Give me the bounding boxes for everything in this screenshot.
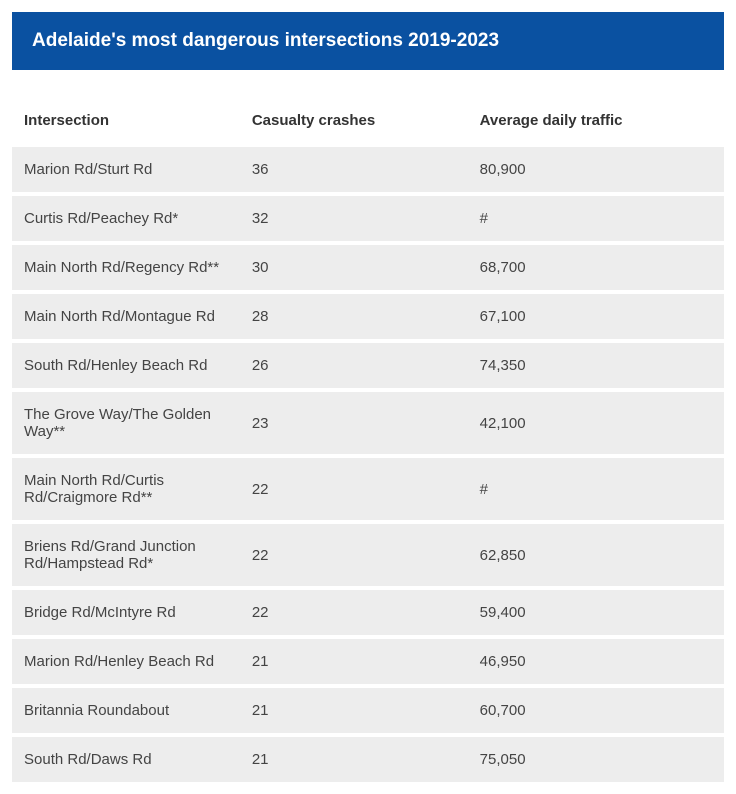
- cell-average-daily-traffic: #: [468, 194, 724, 243]
- cell-average-daily-traffic: 74,350: [468, 341, 724, 390]
- table-row: Main North Rd/Montague Rd2867,100: [12, 292, 724, 341]
- table-row: Main North Rd/Curtis Rd/Craigmore Rd**22…: [12, 456, 724, 522]
- cell-casualty-crashes: 22: [240, 588, 468, 637]
- cell-average-daily-traffic: 80,900: [468, 145, 724, 194]
- table-row: The Grove Way/The Golden Way**2342,100: [12, 390, 724, 456]
- intersections-table: Intersection Casualty crashes Average da…: [12, 98, 724, 782]
- cell-average-daily-traffic: 62,850: [468, 522, 724, 588]
- cell-average-daily-traffic: #: [468, 456, 724, 522]
- cell-casualty-crashes: 21: [240, 735, 468, 782]
- column-header-casualty-crashes: Casualty crashes: [240, 98, 468, 145]
- cell-intersection: Marion Rd/Henley Beach Rd: [12, 637, 240, 686]
- cell-average-daily-traffic: 67,100: [468, 292, 724, 341]
- cell-casualty-crashes: 22: [240, 522, 468, 588]
- cell-intersection: Main North Rd/Montague Rd: [12, 292, 240, 341]
- cell-intersection: Britannia Roundabout: [12, 686, 240, 735]
- cell-casualty-crashes: 32: [240, 194, 468, 243]
- cell-intersection: Bridge Rd/McIntyre Rd: [12, 588, 240, 637]
- cell-average-daily-traffic: 42,100: [468, 390, 724, 456]
- table-title: Adelaide's most dangerous intersections …: [32, 30, 499, 51]
- cell-casualty-crashes: 36: [240, 145, 468, 194]
- cell-average-daily-traffic: 60,700: [468, 686, 724, 735]
- table-row: Main North Rd/Regency Rd**3068,700: [12, 243, 724, 292]
- table-row: Briens Rd/Grand Junction Rd/Hampstead Rd…: [12, 522, 724, 588]
- column-header-average-daily-traffic: Average daily traffic: [468, 98, 724, 145]
- table-row: South Rd/Daws Rd2175,050: [12, 735, 724, 782]
- table-header-row: Intersection Casualty crashes Average da…: [12, 98, 724, 145]
- cell-casualty-crashes: 21: [240, 637, 468, 686]
- cell-intersection: Main North Rd/Curtis Rd/Craigmore Rd**: [12, 456, 240, 522]
- table-title-bar: Adelaide's most dangerous intersections …: [12, 12, 724, 70]
- cell-casualty-crashes: 26: [240, 341, 468, 390]
- cell-casualty-crashes: 30: [240, 243, 468, 292]
- cell-casualty-crashes: 28: [240, 292, 468, 341]
- table-row: Marion Rd/Sturt Rd3680,900: [12, 145, 724, 194]
- table-body: Marion Rd/Sturt Rd3680,900Curtis Rd/Peac…: [12, 145, 724, 782]
- cell-casualty-crashes: 21: [240, 686, 468, 735]
- cell-average-daily-traffic: 75,050: [468, 735, 724, 782]
- cell-intersection: Curtis Rd/Peachey Rd*: [12, 194, 240, 243]
- table-row: South Rd/Henley Beach Rd2674,350: [12, 341, 724, 390]
- column-header-intersection: Intersection: [12, 98, 240, 145]
- table-row: Britannia Roundabout2160,700: [12, 686, 724, 735]
- cell-intersection: Main North Rd/Regency Rd**: [12, 243, 240, 292]
- cell-intersection: South Rd/Daws Rd: [12, 735, 240, 782]
- cell-average-daily-traffic: 68,700: [468, 243, 724, 292]
- table-row: Marion Rd/Henley Beach Rd2146,950: [12, 637, 724, 686]
- cell-intersection: Briens Rd/Grand Junction Rd/Hampstead Rd…: [12, 522, 240, 588]
- cell-intersection: Marion Rd/Sturt Rd: [12, 145, 240, 194]
- cell-casualty-crashes: 23: [240, 390, 468, 456]
- title-table-spacer: [12, 70, 724, 98]
- cell-intersection: The Grove Way/The Golden Way**: [12, 390, 240, 456]
- cell-average-daily-traffic: 59,400: [468, 588, 724, 637]
- table-row: Bridge Rd/McIntyre Rd2259,400: [12, 588, 724, 637]
- table-row: Curtis Rd/Peachey Rd*32#: [12, 194, 724, 243]
- cell-average-daily-traffic: 46,950: [468, 637, 724, 686]
- cell-intersection: South Rd/Henley Beach Rd: [12, 341, 240, 390]
- cell-casualty-crashes: 22: [240, 456, 468, 522]
